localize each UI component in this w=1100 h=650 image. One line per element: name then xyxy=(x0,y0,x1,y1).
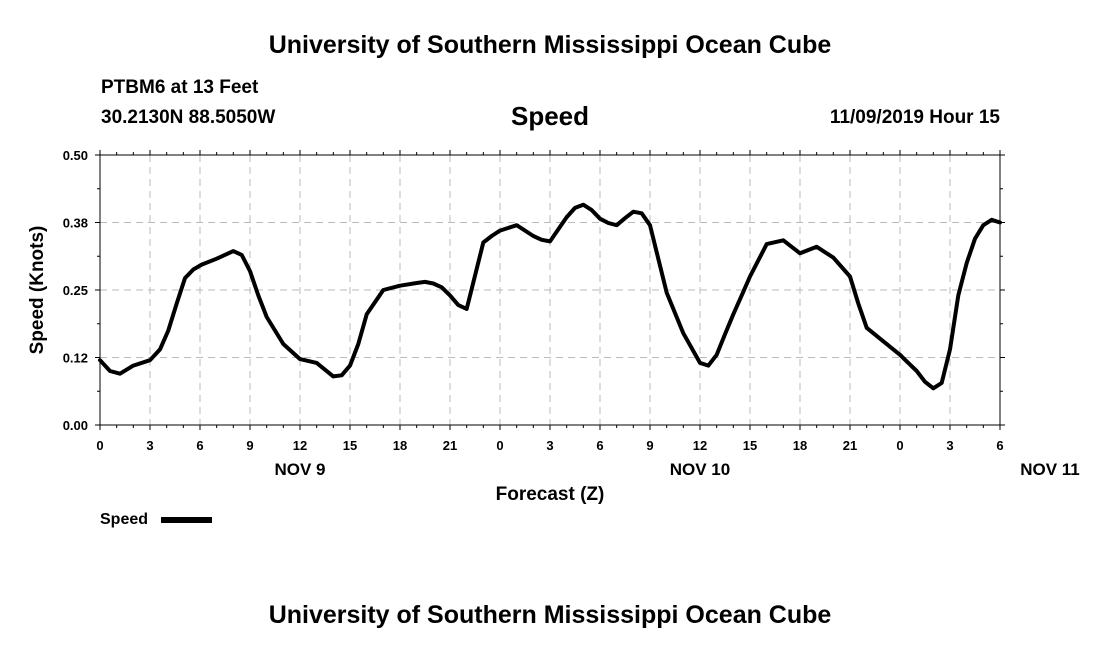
day-label: NOV 11 xyxy=(1020,460,1080,479)
y-tick-label: 0.38 xyxy=(63,216,88,231)
y-tick-label: 0.25 xyxy=(63,283,88,298)
x-tick-label: 15 xyxy=(343,438,357,453)
x-axis-label: Forecast (Z) xyxy=(496,484,605,505)
x-tick-label: 3 xyxy=(546,438,553,453)
location-label: 30.2130N 88.5050W xyxy=(101,107,276,128)
y-tick-labels: 0.00 0.12 0.25 0.38 0.50 xyxy=(63,148,88,433)
x-tick-label: 0 xyxy=(496,438,503,453)
datetime-label: 11/09/2019 Hour 15 xyxy=(829,107,1000,128)
station-label: PTBM6 at 13 Feet xyxy=(101,77,259,98)
chart-subtitle: Speed xyxy=(510,101,590,131)
x-tick-label: 3 xyxy=(946,438,953,453)
x-tick-label: 21 xyxy=(443,438,457,453)
x-tick-label: 6 xyxy=(996,438,1003,453)
x-tick-label: 0 xyxy=(896,438,903,453)
chart-title-top: University of Southern Mississippi Ocean… xyxy=(268,31,832,59)
legend-label: Speed xyxy=(100,511,148,528)
x-tick-label: 6 xyxy=(196,438,203,453)
y-tick-label: 0.50 xyxy=(63,148,88,163)
x-tick-label: 18 xyxy=(793,438,807,453)
x-tick-label: 3 xyxy=(146,438,153,453)
x-tick-label: 12 xyxy=(293,438,307,453)
chart-title-bottom: University of Southern Mississippi Ocean… xyxy=(268,601,832,629)
x-tick-label: 9 xyxy=(646,438,653,453)
x-tick-label: 0 xyxy=(96,438,103,453)
x-tick-label: 18 xyxy=(393,438,407,453)
plot-frame xyxy=(99,154,1001,426)
y-axis-label: Speed (Knots) xyxy=(27,226,48,355)
day-labels: NOV 9 NOV 10 NOV 11 xyxy=(274,460,1079,479)
day-label: NOV 10 xyxy=(670,460,730,479)
x-tick-label: 21 xyxy=(843,438,857,453)
x-tick-label: 9 xyxy=(246,438,253,453)
x-tick-labels: 0 3 6 9 12 15 18 21 0 3 6 9 12 15 18 21 0 3 6 xyxy=(96,438,1003,453)
day-label: NOV 9 xyxy=(274,460,325,479)
x-tick-label: 12 xyxy=(693,438,707,453)
y-tick-label: 0.00 xyxy=(63,418,88,433)
x-tick-label: 15 xyxy=(743,438,757,453)
series-line-speed xyxy=(98,202,1002,391)
y-tick-label: 0.12 xyxy=(63,351,88,366)
x-tick-label: 6 xyxy=(596,438,603,453)
grid-lines xyxy=(100,155,1000,425)
